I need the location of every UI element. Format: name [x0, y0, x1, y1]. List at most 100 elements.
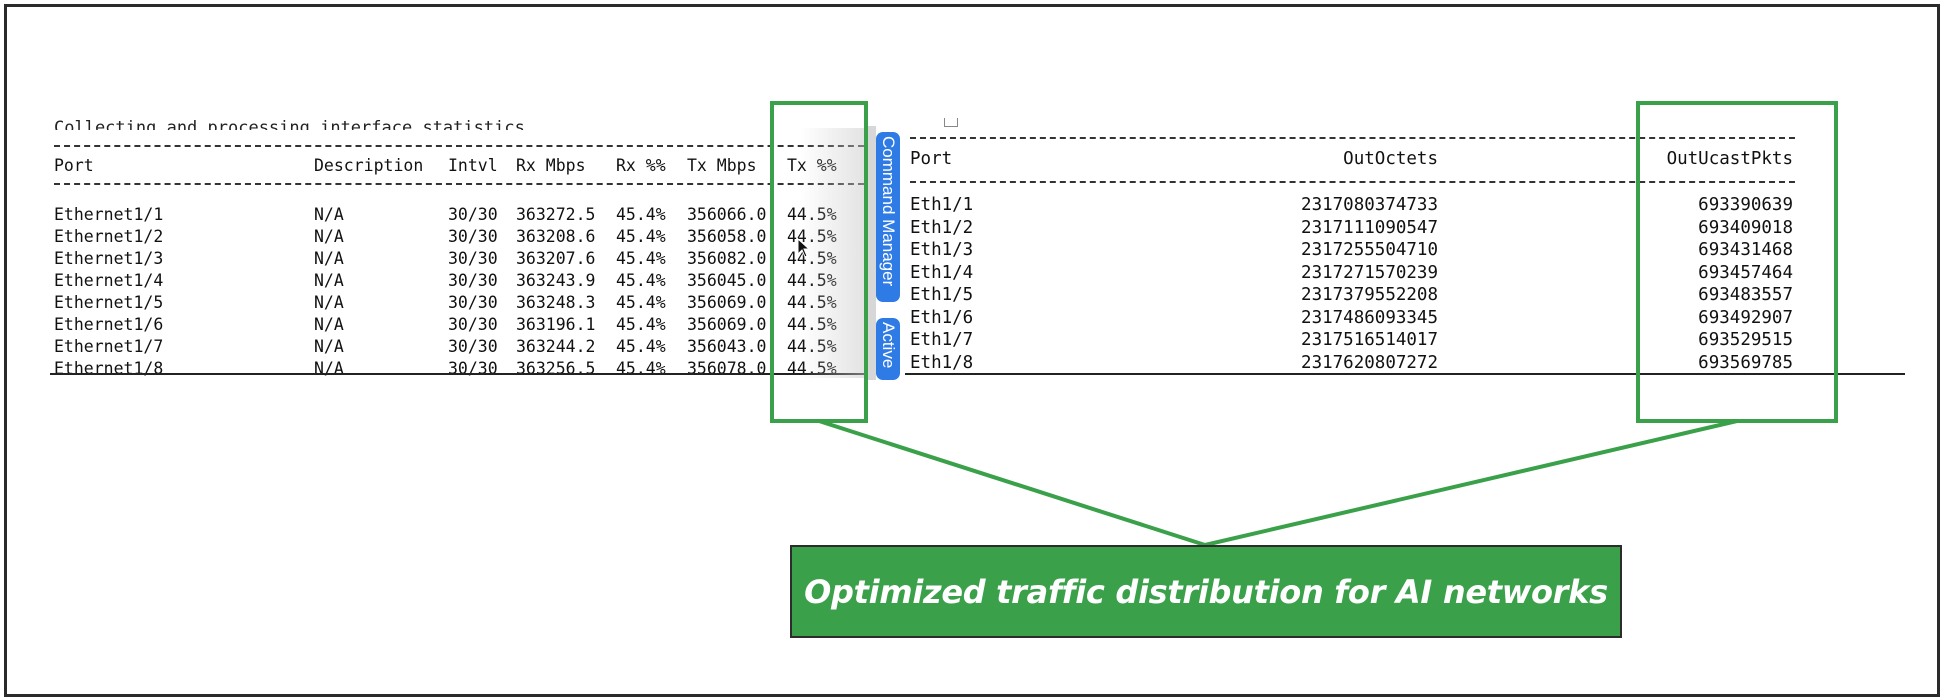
cell-outucastpkts: 693431468: [1698, 240, 1793, 260]
separator-line: [54, 183, 864, 185]
cell-outucastpkts: 693483557: [1698, 285, 1793, 305]
cell-outoctets: 2317486093345: [1301, 307, 1438, 328]
cell-intvl: 30/30: [448, 271, 498, 290]
col-header-port: Port: [910, 149, 953, 169]
cell-rx-pct: 45.4%: [616, 315, 666, 334]
cell-port: Eth1/1: [910, 195, 974, 215]
cell-outucastpkts: 693529515: [1698, 330, 1793, 350]
cell-description: N/A: [314, 337, 344, 356]
cell-rx-mbps: 363244.2: [516, 337, 596, 356]
separator-line: [910, 137, 1795, 139]
table-row: Ethernet1/2 N/A 30/30 363208.6 45.4% 356058.0…: [50, 226, 870, 248]
cell-outoctets: 2317111090547: [1301, 217, 1438, 238]
cell-tx-mbps: 356078.0: [687, 359, 767, 378]
cell-tx-mbps: 356045.0: [687, 271, 767, 290]
cell-description: N/A: [314, 315, 344, 334]
cell-intvl: 30/30: [448, 249, 498, 268]
cell-port: Ethernet1/7: [54, 337, 164, 356]
cell-outoctets: 2317516514017: [1301, 330, 1438, 350]
cell-rx-pct: 45.4%: [616, 337, 666, 356]
cell-outucastpkts: 693457464: [1698, 262, 1793, 283]
cell-outoctets: 2317255504710: [1301, 240, 1438, 260]
cell-rx-pct: 45.4%: [616, 249, 666, 268]
cell-outucastpkts: 693492907: [1698, 307, 1793, 328]
table-row: Eth1/7 2317516514017 693529515: [905, 329, 1905, 352]
col-header-intvl: Intvl: [448, 156, 498, 175]
cell-outoctets: 2317620807272: [1301, 352, 1438, 373]
cell-rx-mbps: 363256.5: [516, 359, 596, 378]
cell-rx-pct: 45.4%: [616, 205, 666, 224]
cell-port: Ethernet1/8: [54, 359, 164, 378]
cell-rx-mbps: 363207.6: [516, 249, 596, 268]
col-header-port: Port: [54, 156, 94, 175]
cell-outoctets: 2317271570239: [1301, 262, 1438, 283]
cell-port: Ethernet1/3: [54, 249, 164, 268]
separator-line: [54, 145, 864, 147]
highlight-box-outucastpkts: [1636, 101, 1838, 423]
tab-active[interactable]: Active: [876, 318, 900, 380]
callout-banner: Optimized traffic distribution for AI ne…: [790, 545, 1622, 638]
table-row: Ethernet1/8 N/A 30/30 363256.5 45.4% 356078.0…: [50, 358, 870, 380]
cell-tx-mbps: 356066.0: [687, 205, 767, 224]
cutoff-status-line: Collecting and processing interface stat…: [54, 118, 566, 130]
cell-port: Eth1/3: [910, 240, 974, 260]
cell-rx-mbps: 363248.3: [516, 293, 596, 312]
cell-intvl: 30/30: [448, 315, 498, 334]
cell-outucastpkts: 693409018: [1698, 217, 1793, 238]
cell-port: Ethernet1/4: [54, 271, 164, 290]
cell-rx-mbps: 363243.9: [516, 271, 596, 290]
table-row: Ethernet1/6 N/A 30/30 363196.1 45.4% 356069.0…: [50, 314, 870, 336]
cell-rx-mbps: 363196.1: [516, 315, 596, 334]
cell-description: N/A: [314, 359, 344, 378]
table-header-row: Port Description Intvl Rx Mbps Rx %% Tx …: [50, 155, 870, 177]
cell-tx-mbps: 356043.0: [687, 337, 767, 356]
table-row: Eth1/1 2317080374733 693390639: [905, 194, 1905, 217]
checkbox-fragment: [944, 118, 958, 127]
col-header-outoctets: OutOctets: [1343, 149, 1438, 169]
cell-outucastpkts: 693390639: [1698, 195, 1793, 215]
table-row: Eth1/4 2317271570239 693457464: [905, 262, 1905, 285]
table-row: Ethernet1/3 N/A 30/30 363207.6 45.4% 356082.0…: [50, 248, 870, 270]
table-row: Eth1/2 2317111090547 693409018: [905, 217, 1905, 240]
cell-port: Eth1/6: [910, 307, 974, 328]
cell-port: Ethernet1/2: [54, 227, 164, 246]
table-bottom-rule: [50, 373, 870, 375]
panel-shadow: [800, 128, 870, 378]
cell-tx-mbps: 356082.0: [687, 249, 767, 268]
interface-stats-terminal: Collecting and processing interface stat…: [50, 118, 870, 378]
cell-tx-mbps: 356069.0: [687, 315, 767, 334]
cell-description: N/A: [314, 227, 344, 246]
cell-tx-mbps: 356069.0: [687, 293, 767, 312]
cell-outoctets: 2317379552208: [1301, 285, 1438, 305]
cell-intvl: 30/30: [448, 205, 498, 224]
cell-outoctets: 2317080374733: [1301, 195, 1438, 215]
cell-intvl: 30/30: [448, 337, 498, 356]
table-row: Eth1/5 2317379552208 693483557: [905, 284, 1905, 307]
interface-counters-terminal: Port OutOctets OutUcastPkts Eth1/1 231708…: [905, 118, 1905, 378]
mouse-pointer-icon: [797, 238, 811, 258]
table-row: Ethernet1/1 N/A 30/30 363272.5 45.4% 356066.0…: [50, 204, 870, 226]
cell-description: N/A: [314, 249, 344, 268]
tab-command-manager[interactable]: Command Manager: [876, 132, 900, 302]
cell-port: Ethernet1/5: [54, 293, 164, 312]
table-row: Eth1/6 2317486093345 693492907: [905, 307, 1905, 330]
separator-line: [910, 181, 1795, 183]
cell-intvl: 30/30: [448, 359, 498, 378]
table-row: Ethernet1/4 N/A 30/30 363243.9 45.4% 356045.0…: [50, 270, 870, 292]
cell-rx-mbps: 363208.6: [516, 227, 596, 246]
cell-rx-pct: 45.4%: [616, 271, 666, 290]
callout-text: Optimized traffic distribution for AI ne…: [804, 572, 1608, 611]
tab-command-manager-label: Command Manager: [879, 136, 898, 287]
col-header-description: Description: [314, 156, 424, 175]
cell-port: Ethernet1/6: [54, 315, 164, 334]
panel-divider: [868, 126, 876, 380]
cell-description: N/A: [314, 205, 344, 224]
table-header-row: Port OutOctets OutUcastPkts: [905, 148, 1905, 171]
cell-rx-pct: 45.4%: [616, 227, 666, 246]
table-row: Ethernet1/5 N/A 30/30 363248.3 45.4% 356069.0…: [50, 292, 870, 314]
col-header-rx-mbps: Rx Mbps: [516, 156, 586, 175]
tab-active-label: Active: [879, 322, 898, 369]
cell-rx-mbps: 363272.5: [516, 205, 596, 224]
cell-intvl: 30/30: [448, 293, 498, 312]
cell-description: N/A: [314, 293, 344, 312]
